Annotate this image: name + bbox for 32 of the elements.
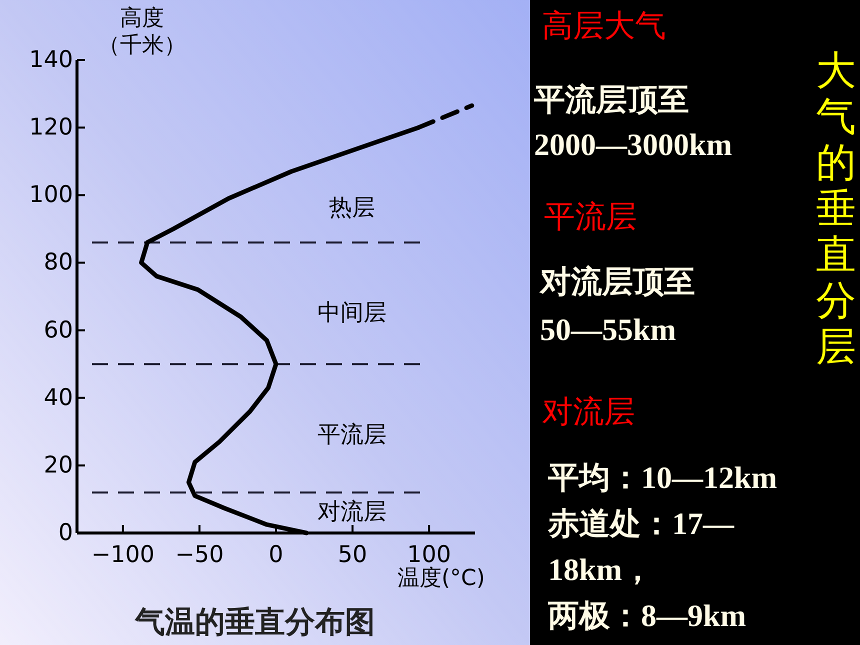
annotation: 对流层 <box>318 499 386 525</box>
text: 对流层顶至 <box>540 263 695 301</box>
text: 平均：10—12km <box>548 459 778 497</box>
y-tick-label: 140 <box>29 47 73 73</box>
text: 平流层顶至 <box>534 81 689 119</box>
annotation: 热层 <box>329 195 375 221</box>
text: 赤道处：17— <box>548 505 734 543</box>
y-tick-label: 60 <box>44 317 73 344</box>
text: 18km， <box>548 551 654 589</box>
text: 对流层 <box>542 393 635 432</box>
y-tick-label: 40 <box>44 384 73 411</box>
y-tick-label: 100 <box>29 182 73 208</box>
text: 大气的垂直分层 <box>815 48 857 370</box>
y-tick-label: 20 <box>44 452 73 478</box>
x-tick-label: 100 <box>407 542 452 568</box>
x-tick-label: 50 <box>338 542 368 568</box>
annotation: 平流层 <box>318 422 386 448</box>
text: 高层大气 <box>542 7 666 46</box>
x-axis-title: 温度(°C) <box>397 566 485 591</box>
text: 50—55km <box>540 311 676 349</box>
x-tick-label: 0 <box>268 542 284 568</box>
text: 平流层 <box>544 198 637 237</box>
y-tick-label: 0 <box>58 520 73 546</box>
annotation: 中间层 <box>318 300 386 326</box>
text: 气温的垂直分布图 <box>134 605 375 640</box>
y-tick-label: 120 <box>29 114 73 141</box>
x-tick-label: −50 <box>175 542 224 568</box>
x-tick-label: −100 <box>91 542 155 568</box>
text: 2000—3000km <box>534 126 732 164</box>
y-axis-title: 高度（千米） <box>98 6 186 58</box>
y-tick-label: 80 <box>44 250 73 276</box>
text: 两极：8—9km <box>548 597 746 635</box>
